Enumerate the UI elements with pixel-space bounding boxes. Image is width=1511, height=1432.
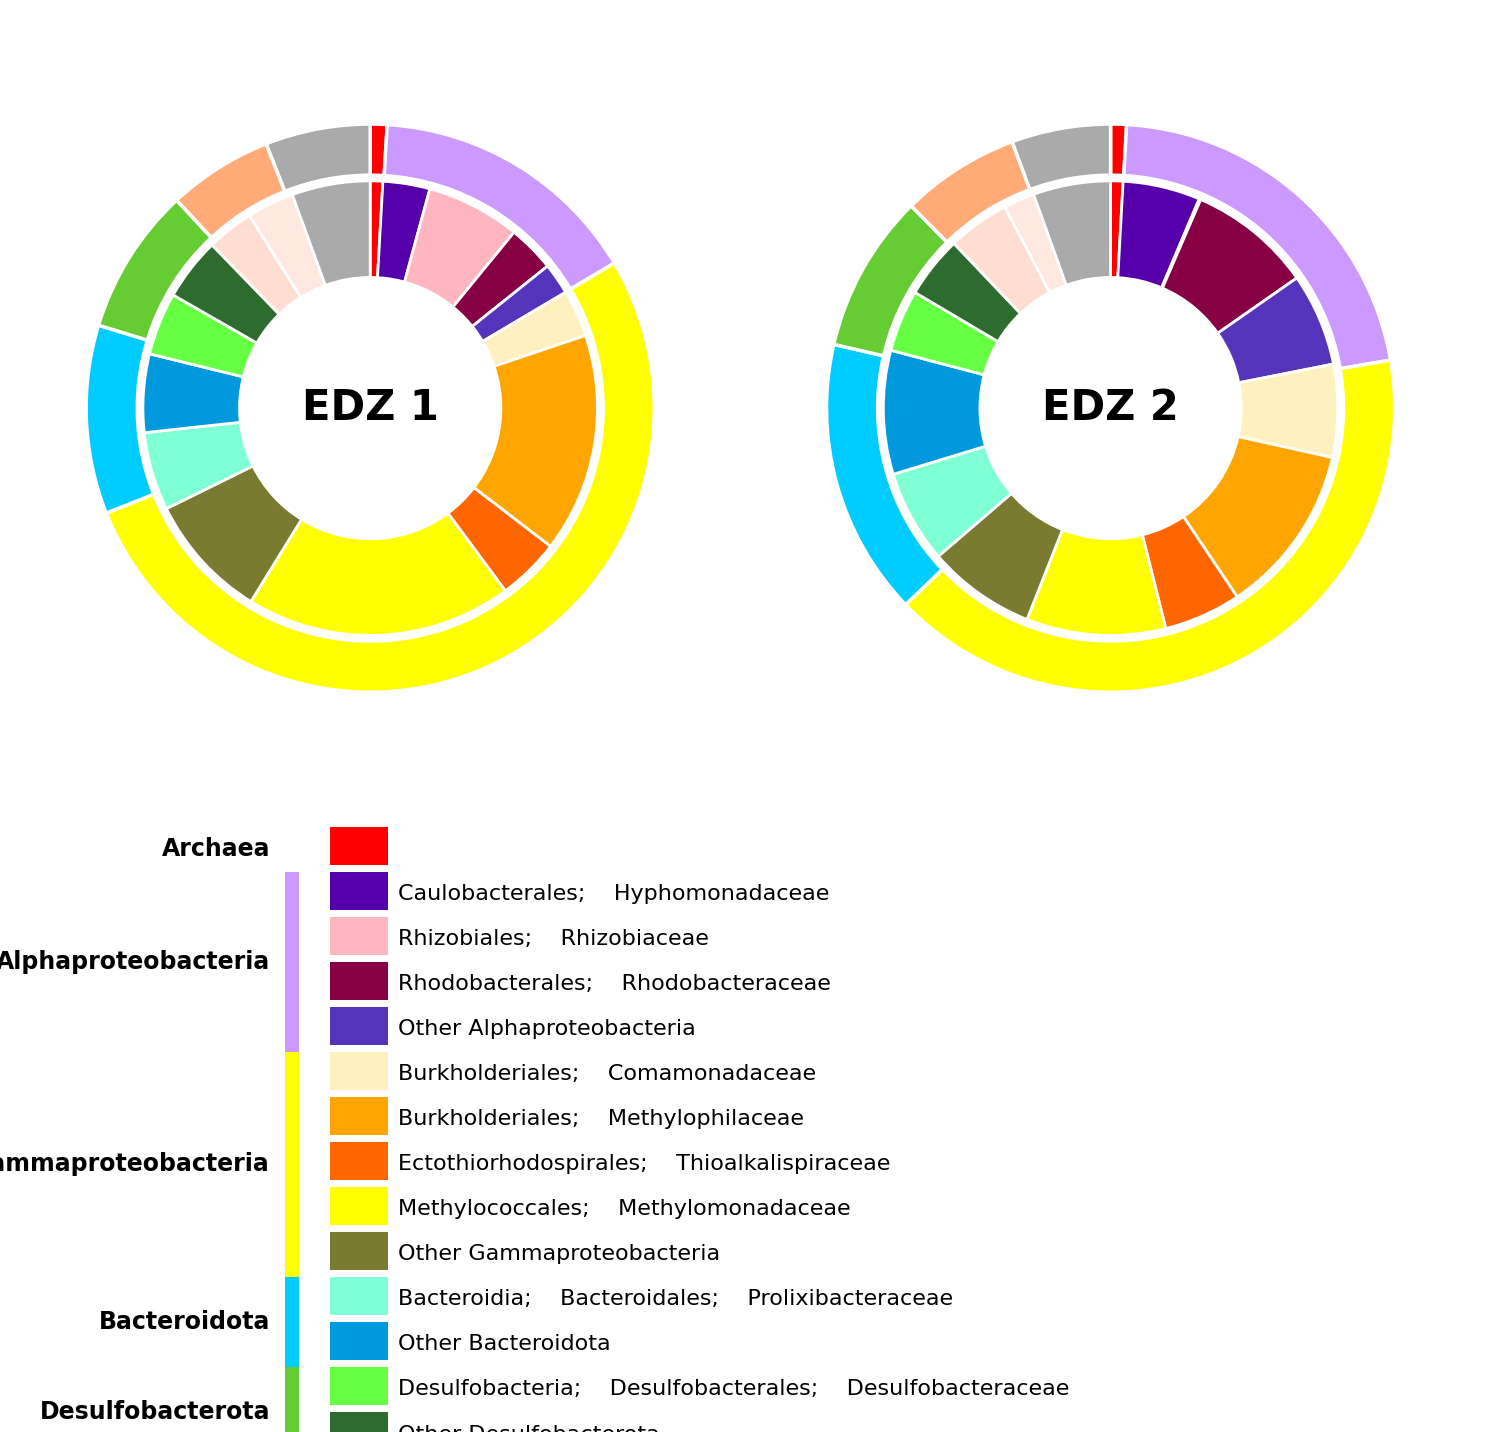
Wedge shape <box>144 422 252 508</box>
Wedge shape <box>884 351 985 474</box>
Bar <box>329 1187 388 1224</box>
Wedge shape <box>834 206 947 355</box>
Wedge shape <box>938 493 1062 620</box>
Wedge shape <box>473 266 565 341</box>
Text: Other Gammaproteobacteria: Other Gammaproteobacteria <box>397 1244 721 1264</box>
Wedge shape <box>447 488 550 591</box>
Wedge shape <box>1124 125 1390 369</box>
Bar <box>286 872 299 1053</box>
Bar <box>329 1412 388 1432</box>
Wedge shape <box>106 263 654 692</box>
Wedge shape <box>266 125 370 192</box>
Wedge shape <box>905 359 1395 692</box>
Bar <box>286 1368 299 1432</box>
Wedge shape <box>474 335 597 547</box>
Wedge shape <box>251 513 505 636</box>
Text: Methylococcales;    Methylomonadaceae: Methylococcales; Methylomonadaceae <box>397 1200 851 1220</box>
Wedge shape <box>370 125 387 176</box>
Wedge shape <box>916 243 1020 342</box>
Wedge shape <box>384 125 615 289</box>
Wedge shape <box>1183 437 1333 597</box>
Bar <box>329 1277 388 1315</box>
Wedge shape <box>1005 195 1067 292</box>
Text: Other Bacteroidota: Other Bacteroidota <box>397 1335 610 1355</box>
Wedge shape <box>378 182 431 282</box>
Circle shape <box>245 284 496 533</box>
Text: Caulobacterales;    Hyphomonadaceae: Caulobacterales; Hyphomonadaceae <box>397 885 830 905</box>
Wedge shape <box>405 189 514 306</box>
Wedge shape <box>177 143 286 238</box>
Text: Alphaproteobacteria: Alphaproteobacteria <box>0 949 270 974</box>
Bar <box>329 916 388 955</box>
Wedge shape <box>1218 278 1334 382</box>
Bar <box>329 826 388 865</box>
Wedge shape <box>292 180 370 285</box>
Bar <box>329 1368 388 1405</box>
Text: Rhizobiales;    Rhizobiaceae: Rhizobiales; Rhizobiaceae <box>397 929 709 949</box>
Wedge shape <box>370 180 382 278</box>
Wedge shape <box>1111 125 1127 176</box>
Text: Rhodobacterales;    Rhodobacteraceae: Rhodobacterales; Rhodobacteraceae <box>397 974 831 994</box>
Wedge shape <box>1162 199 1296 334</box>
Wedge shape <box>1012 125 1111 189</box>
Wedge shape <box>893 447 1011 556</box>
Text: Gammaproteobacteria: Gammaproteobacteria <box>0 1153 270 1177</box>
Bar <box>329 1232 388 1270</box>
Wedge shape <box>1162 199 1201 288</box>
Bar <box>286 1277 299 1368</box>
Wedge shape <box>249 195 325 298</box>
Text: EDZ 1: EDZ 1 <box>302 387 438 430</box>
Text: Ectothiorhodospirales;    Thioalkalispiraceae: Ectothiorhodospirales; Thioalkalispirace… <box>397 1154 890 1174</box>
Bar <box>329 1141 388 1180</box>
Bar <box>329 872 388 909</box>
Bar <box>286 1053 299 1277</box>
Text: Other Alphaproteobacteria: Other Alphaproteobacteria <box>397 1020 695 1040</box>
Wedge shape <box>212 216 301 314</box>
Wedge shape <box>144 354 243 432</box>
Circle shape <box>985 284 1236 533</box>
Wedge shape <box>953 208 1050 314</box>
Text: Other Desulfobacterota: Other Desulfobacterota <box>397 1425 660 1432</box>
Text: EDZ 2: EDZ 2 <box>1043 387 1179 430</box>
Text: Burkholderiales;    Methylophilaceae: Burkholderiales; Methylophilaceae <box>397 1110 804 1130</box>
Text: Archaea: Archaea <box>162 838 270 862</box>
Wedge shape <box>1027 530 1166 636</box>
Wedge shape <box>1118 182 1200 288</box>
Wedge shape <box>1034 180 1111 285</box>
Wedge shape <box>174 245 280 344</box>
Text: Desulfobacteria;    Desulfobacterales;    Desulfobacteraceae: Desulfobacteria; Desulfobacterales; Desu… <box>397 1379 1070 1399</box>
Bar <box>329 1007 388 1045</box>
Wedge shape <box>827 344 943 604</box>
Wedge shape <box>482 292 586 367</box>
Wedge shape <box>911 142 1031 242</box>
Wedge shape <box>150 295 257 377</box>
Text: Bacteroidia;    Bacteroidales;    Prolixibacteraceae: Bacteroidia; Bacteroidales; Prolixibacte… <box>397 1289 953 1309</box>
Text: Burkholderiales;    Comamonadaceae: Burkholderiales; Comamonadaceae <box>397 1064 816 1084</box>
Text: Bacteroidota: Bacteroidota <box>98 1310 270 1335</box>
Wedge shape <box>453 232 547 326</box>
Wedge shape <box>1142 517 1238 629</box>
Bar <box>329 1053 388 1090</box>
Bar <box>329 962 388 1000</box>
Wedge shape <box>86 325 154 513</box>
Wedge shape <box>166 465 302 601</box>
Wedge shape <box>891 292 999 375</box>
Text: Desulfobacterota: Desulfobacterota <box>39 1400 270 1423</box>
Wedge shape <box>1111 180 1123 278</box>
Bar <box>329 1097 388 1136</box>
Bar <box>329 1322 388 1360</box>
Wedge shape <box>98 200 212 341</box>
Wedge shape <box>1238 364 1337 458</box>
